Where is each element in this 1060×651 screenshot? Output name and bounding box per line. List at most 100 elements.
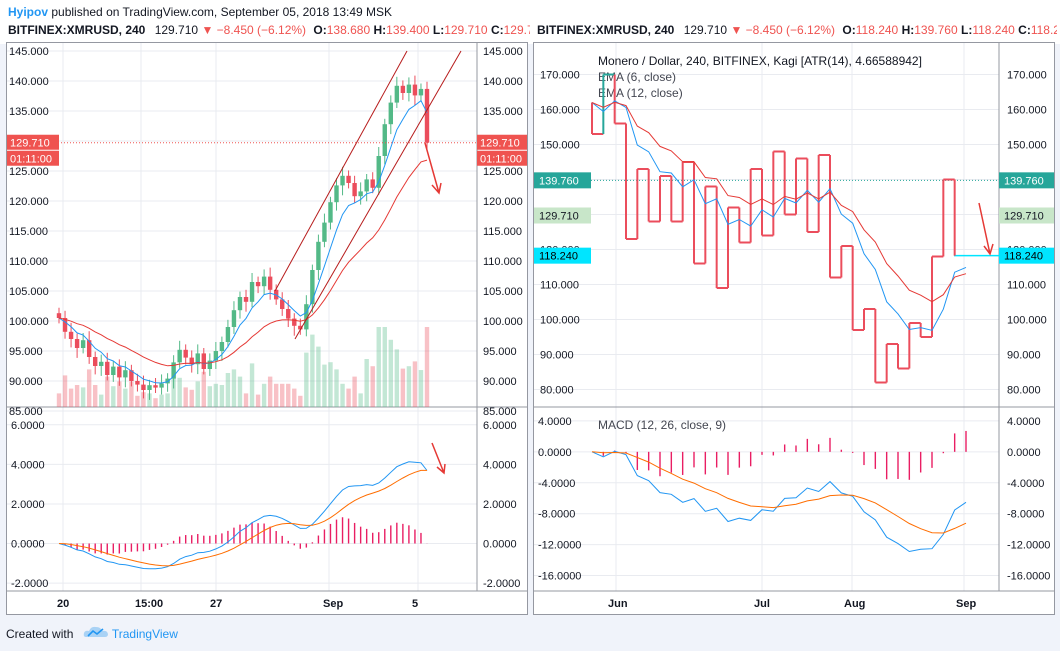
price-tick-label: 100.000: [1007, 315, 1047, 327]
right-last-price: 129.710: [683, 23, 728, 37]
volume-bar: [105, 376, 110, 407]
signal-line: [58, 469, 427, 567]
kagi-legend: Monero / Dollar, 240, BITFINEX, Kagi [AT…: [598, 54, 922, 68]
macd-tick-label: -12.0000: [1007, 540, 1050, 552]
candle: [123, 370, 128, 378]
macd-tick-label: -16.0000: [538, 571, 581, 583]
price-tick-label: 140.000: [9, 76, 49, 88]
time-tick-label: Aug: [844, 598, 865, 610]
candle: [74, 339, 80, 348]
price-tick-label: 150.000: [540, 140, 580, 152]
volume-bar: [388, 339, 394, 407]
price-tick-label: 80.000: [540, 385, 574, 397]
candle: [316, 241, 321, 270]
price-badge-text: 129.710: [539, 211, 579, 223]
macd-tick-label: 4.0000: [1007, 416, 1041, 428]
volume-bar: [153, 398, 158, 407]
author-link[interactable]: Hyipov: [8, 5, 49, 19]
time-badge-text: 01:11:00: [10, 154, 52, 166]
time-badge: [477, 150, 527, 166]
time-badge-text: 01:11:00: [480, 154, 522, 166]
right-chart-panel[interactable]: 170.000 170.000 160.000 160.000 150.000 150.0…: [533, 42, 1055, 615]
left-open-label: O:: [313, 23, 327, 37]
right-chart-canvas[interactable]: 170.000 170.000 160.000 160.000 150.000 150.0…: [534, 43, 1055, 615]
volume-bar: [123, 388, 128, 407]
volume-bar: [412, 361, 418, 407]
candle: [382, 124, 387, 156]
candle: [153, 385, 158, 388]
candle: [243, 297, 249, 302]
volume-bar: [177, 377, 182, 407]
publish-line: Hyipov published on TradingView.com, Sep…: [8, 5, 392, 19]
price-tick-label: 100.000: [540, 315, 580, 327]
left-last-price: 129.710: [154, 23, 199, 37]
ema-slow-line: [591, 101, 967, 303]
volume-bar: [424, 327, 430, 407]
macd-tick-label: 4.0000: [483, 459, 517, 471]
price-tick-label: 110.000: [9, 256, 48, 268]
volume-bar: [213, 383, 219, 407]
price-badge-text: 139.760: [1004, 175, 1044, 187]
left-chart-canvas[interactable]: 145.000 145.000 140.000 140.000 135.000 135.0…: [7, 43, 528, 615]
tradingview-logo[interactable]: TradingView: [111, 627, 178, 641]
candle: [412, 84, 418, 96]
candle: [334, 185, 339, 203]
volume-bar: [267, 376, 273, 407]
volume-bar: [195, 381, 200, 407]
price-badge: [999, 207, 1054, 224]
right-open: 118.240: [855, 23, 899, 37]
volume-bar: [340, 383, 345, 407]
left-low: 129.710: [444, 23, 488, 37]
volume-bar: [141, 392, 146, 407]
tradingview-cloud-icon: [83, 626, 109, 641]
price-tick-label: 160.000: [1007, 105, 1047, 117]
right-low: 118.240: [972, 23, 1015, 37]
candle: [310, 270, 315, 305]
volume-bar: [111, 386, 116, 407]
price-tick-label: 120.000: [483, 196, 523, 208]
candle: [219, 342, 225, 351]
right-close: 118.240: [1030, 23, 1057, 37]
volume-bar: [394, 349, 400, 407]
down-arrow-icon: [424, 142, 442, 195]
left-change: ▼ −8.450 (−6.12%): [201, 23, 307, 37]
volume-bar: [286, 383, 291, 407]
time-tick-label: 5: [412, 598, 418, 610]
volume-bar: [165, 393, 170, 407]
price-badge: [534, 207, 591, 224]
volume-bar: [201, 371, 206, 407]
volume-bar: [249, 363, 255, 407]
candle: [183, 349, 188, 358]
macd-tick-label: -4.0000: [538, 478, 575, 490]
candle: [298, 325, 303, 330]
volume-bar: [225, 373, 231, 407]
volume-bar: [147, 393, 152, 407]
left-low-label: L:: [432, 23, 445, 37]
price-tick-label: 105.000: [483, 286, 523, 298]
candle: [129, 370, 134, 381]
time-tick-label: 15:00: [135, 598, 163, 610]
price-tick-label: 95.000: [9, 346, 43, 358]
candle: [418, 88, 424, 96]
candle: [225, 327, 231, 342]
macd-line: [58, 461, 428, 570]
left-chart-panel[interactable]: 145.000 145.000 140.000 140.000 135.000 135.0…: [6, 42, 528, 615]
price-badge-text: 118.240: [1004, 251, 1043, 263]
left-close-label: C:: [490, 23, 504, 37]
price-tick-label: 110.000: [1007, 280, 1046, 292]
candle: [322, 222, 327, 242]
price-tick-label: 145.000: [483, 46, 523, 58]
macd-tick-label: -16.0000: [1007, 571, 1050, 583]
candle: [406, 84, 412, 93]
volume-bar: [334, 369, 339, 407]
volume-bar: [316, 346, 321, 407]
macd-line: [591, 450, 967, 553]
right-open-label: O:: [842, 23, 856, 37]
price-tick-label: 105.000: [9, 286, 49, 298]
candle: [358, 191, 363, 197]
left-high: 139.400: [386, 23, 430, 37]
time-tick-label: Jun: [608, 598, 628, 610]
price-tick-label: 110.000: [483, 256, 522, 268]
macd-tick-label: -12.0000: [538, 540, 581, 552]
candle: [328, 202, 333, 223]
